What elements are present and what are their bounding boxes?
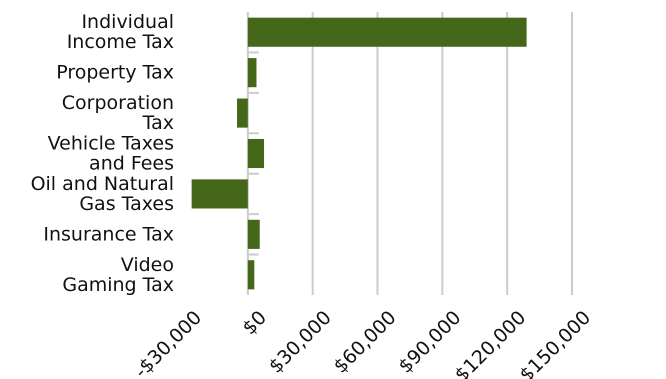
category-label-1: Property Tax xyxy=(56,61,174,83)
category-label-0: Individual Income Tax xyxy=(67,11,174,53)
category-label-5: Insurance Tax xyxy=(43,223,174,245)
x-tick-label: -$30,000 xyxy=(130,307,206,379)
x-tick-label: $150,000 xyxy=(515,307,595,379)
category-label-2: Corporation Tax xyxy=(62,92,174,134)
gridlines xyxy=(246,12,573,295)
x-tick-label: $30,000 xyxy=(265,307,336,378)
bar-3 xyxy=(247,138,265,169)
bar-0 xyxy=(247,17,527,47)
x-tick-labels: -$30,000 $0$30,000$60,000$90,000$120,000$… xyxy=(130,307,595,379)
bars xyxy=(191,17,527,290)
x-tick-label: $60,000 xyxy=(330,307,401,378)
bar-6 xyxy=(247,260,255,290)
x-tick-label: $0 xyxy=(238,307,271,340)
category-label-4: Oil and Natural Gas Taxes xyxy=(31,172,174,214)
category-label-3: Vehicle Taxes and Fees xyxy=(48,132,174,174)
bar-2 xyxy=(237,98,248,128)
bar-4 xyxy=(191,179,248,209)
category-labels: Individual Income Tax Property Tax Corporat… xyxy=(31,11,174,296)
bar-1 xyxy=(247,58,257,88)
bar-5 xyxy=(247,219,260,249)
category-label-6: Video Gaming Tax xyxy=(62,253,174,295)
